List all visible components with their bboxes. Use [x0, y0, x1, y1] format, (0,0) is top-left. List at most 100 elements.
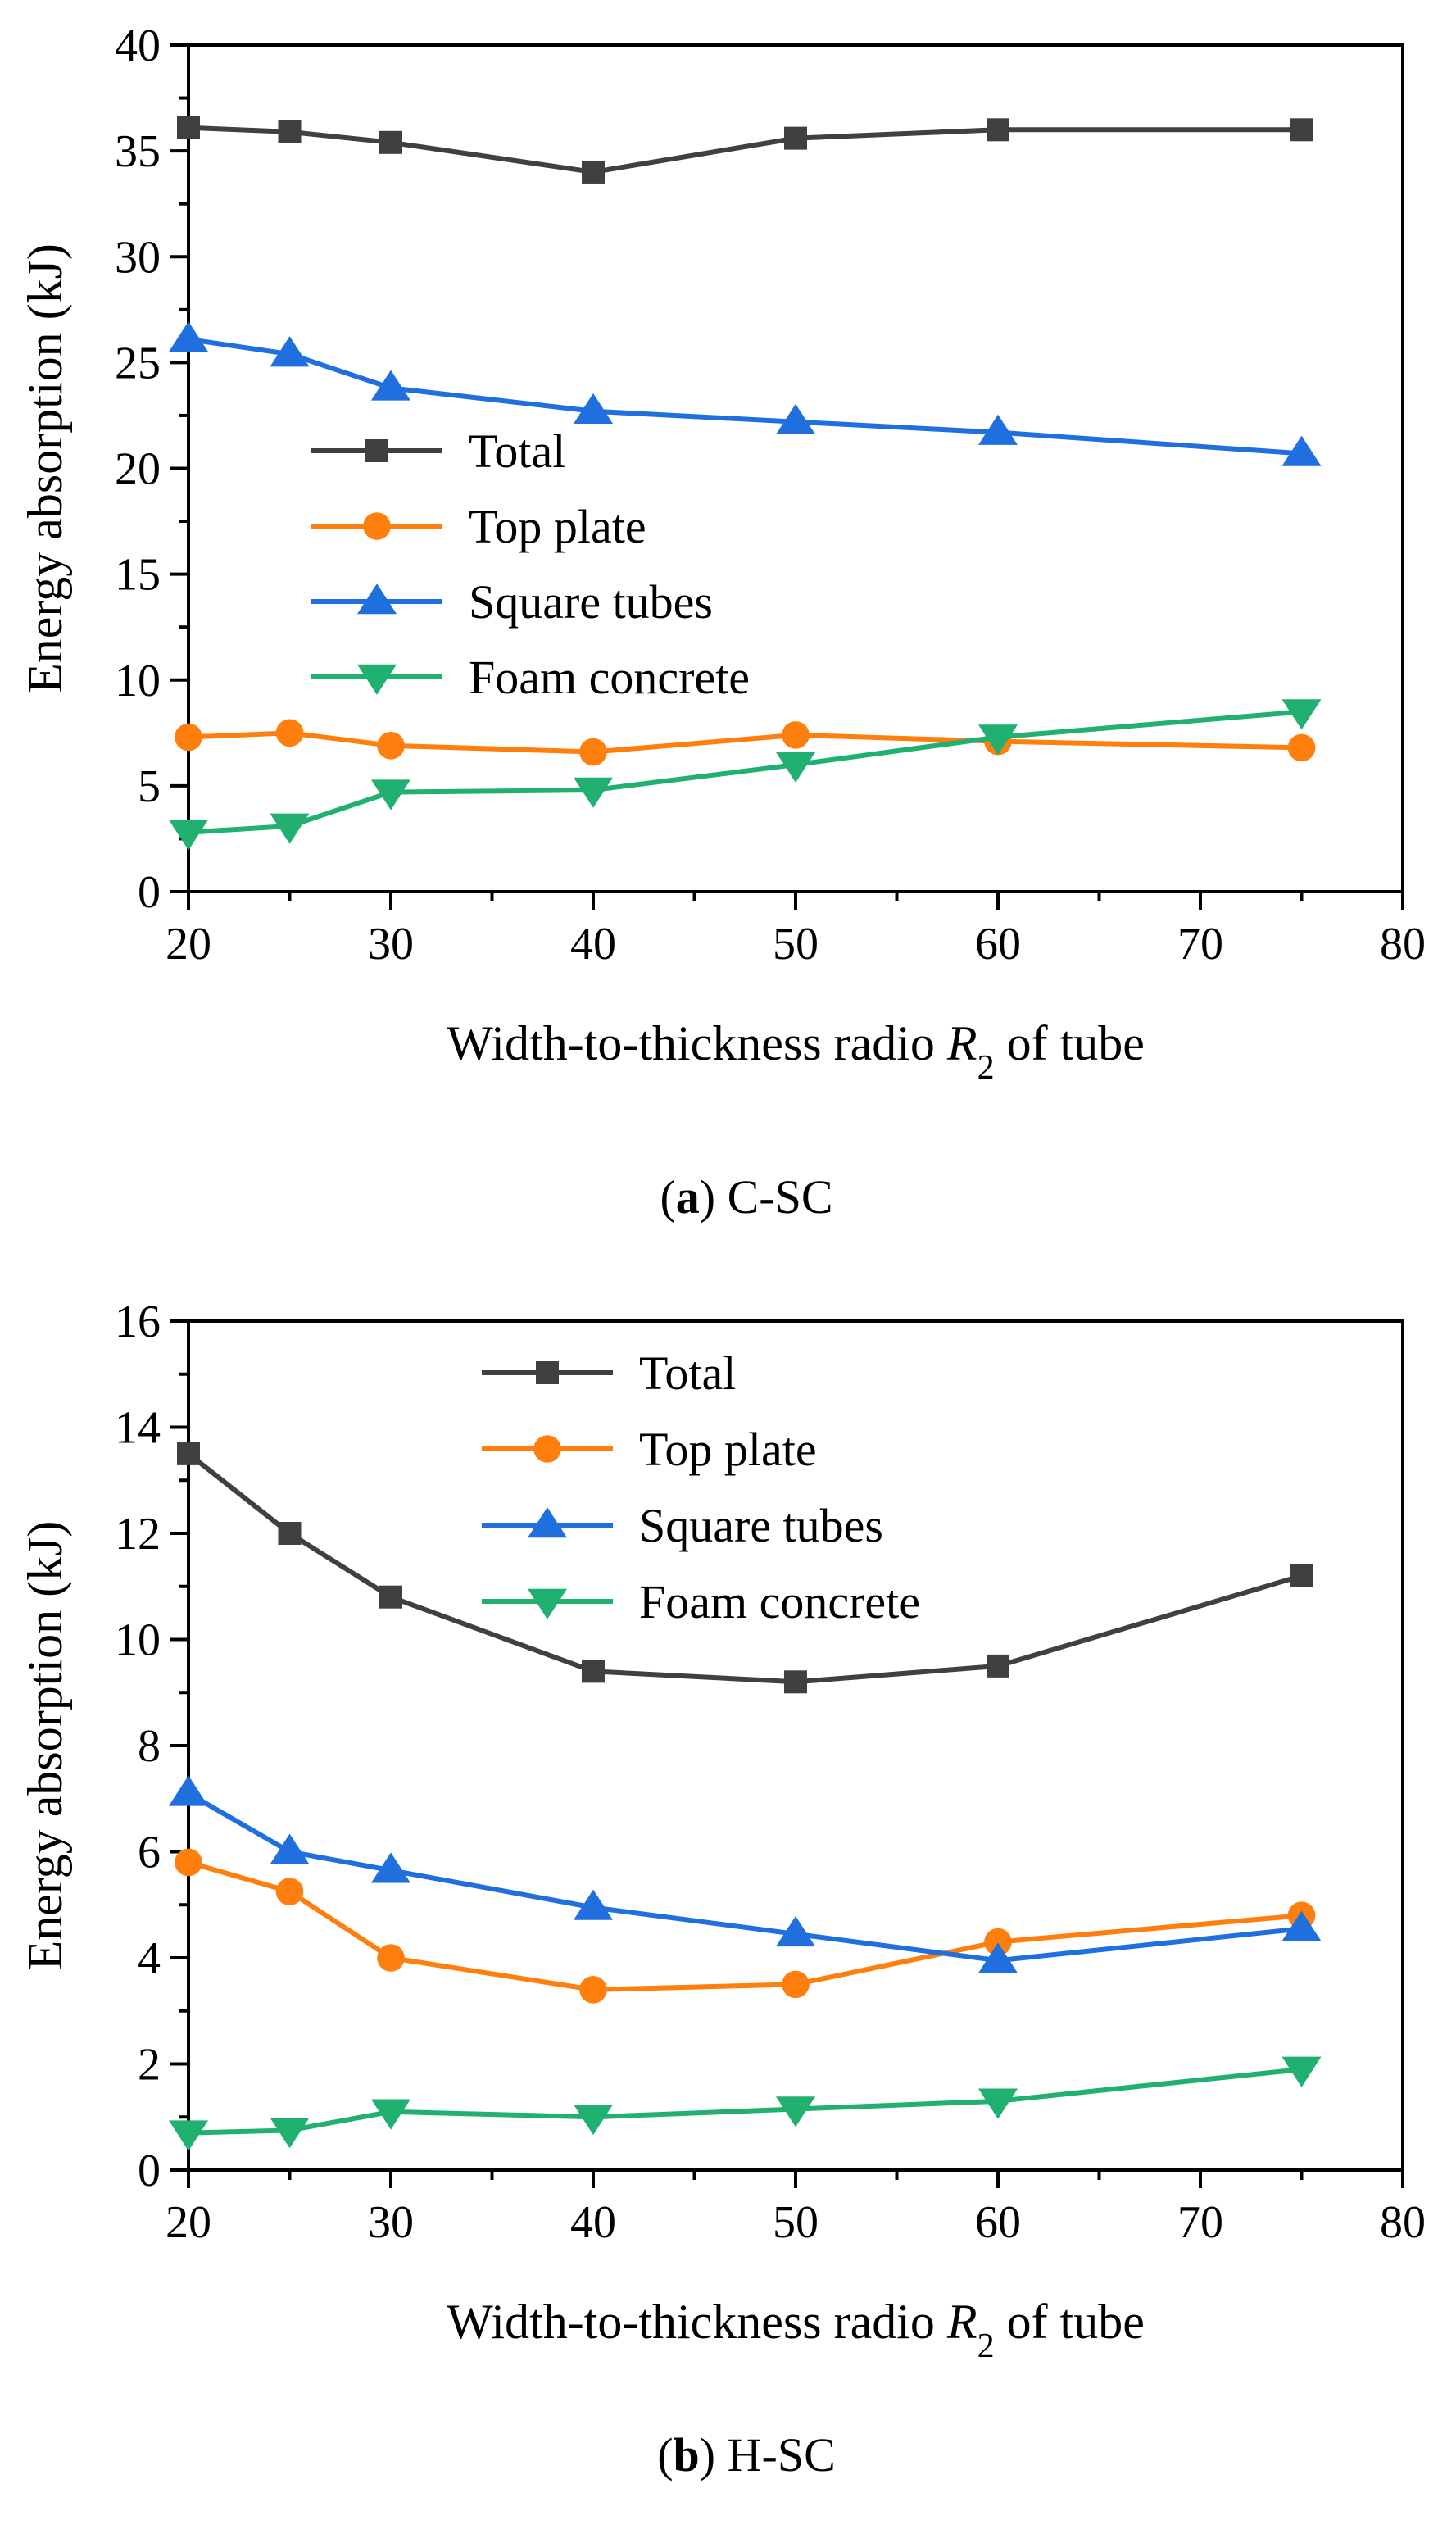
caption-text: H-SC	[715, 2428, 836, 2482]
x-tick-label: 50	[773, 2197, 819, 2248]
data-point	[270, 1833, 310, 1864]
legend-marker	[356, 584, 397, 615]
series-square-tubes	[168, 321, 1322, 466]
x-tick-label: 30	[368, 919, 414, 970]
series-line	[188, 336, 1302, 456]
legend-marker	[527, 1507, 568, 1538]
panel-caption: (b) H-SC	[657, 2428, 836, 2482]
data-point	[175, 1848, 202, 1877]
x-tick-label: 80	[1380, 2197, 1426, 2248]
data-point	[175, 723, 202, 752]
data-point	[784, 126, 807, 150]
legend-marker	[536, 1361, 559, 1384]
x-tick-label: 50	[773, 919, 819, 970]
data-point	[379, 130, 402, 154]
series-square-tubes	[168, 1775, 1322, 1973]
y-tick-label: 5	[138, 761, 161, 812]
y-tick-label: 12	[115, 1509, 161, 1560]
data-point	[278, 120, 302, 143]
data-point	[573, 393, 614, 425]
data-point	[168, 2120, 209, 2151]
series-line	[188, 730, 1302, 755]
data-point	[270, 336, 310, 367]
legend-label: Foam concrete	[469, 651, 750, 704]
legend-marker	[533, 1435, 561, 1463]
series-foam-concrete	[168, 699, 1322, 851]
caption-letter: a	[676, 1170, 700, 1224]
data-point	[984, 1928, 1012, 1956]
data-point	[775, 1916, 816, 1947]
data-point	[782, 721, 810, 749]
y-tick-label: 6	[138, 1828, 161, 1878]
series-total	[177, 1442, 1313, 1694]
panel-caption: (a) C-SC	[660, 1170, 832, 1224]
data-point	[573, 2104, 614, 2136]
x-axis-title-tail: of tube	[995, 2295, 1145, 2349]
x-axis-title: Width-to-thickness radio R2 of tube	[447, 1016, 1145, 1087]
x-axis-title-subscript: 2	[977, 1049, 995, 1087]
data-point	[270, 813, 310, 844]
data-point	[1287, 733, 1316, 762]
y-tick-label: 10	[115, 1615, 161, 1666]
y-tick-label: 4	[138, 1933, 161, 1984]
data-point	[977, 2088, 1018, 2119]
data-point	[270, 2118, 310, 2149]
x-axis-title-main: Width-to-thickness radio	[447, 1016, 947, 1070]
data-point	[775, 403, 816, 434]
data-point	[1281, 699, 1322, 730]
data-point	[582, 1660, 605, 1683]
x-axis-title-variable: R	[946, 2295, 977, 2349]
x-tick-label: 70	[1177, 919, 1223, 970]
data-point	[573, 1889, 614, 1920]
y-tick-label: 25	[115, 338, 161, 388]
y-tick-label: 20	[115, 444, 161, 495]
x-axis-title-subscript: 2	[977, 2327, 995, 2365]
y-tick-label: 40	[115, 20, 161, 71]
y-tick-label: 35	[115, 126, 161, 177]
series-total	[177, 116, 1313, 184]
data-point	[278, 1522, 302, 1545]
y-tick-label: 8	[138, 1721, 161, 1772]
data-point	[275, 1878, 304, 1905]
series-line	[188, 125, 1302, 175]
y-tick-label: 10	[115, 656, 161, 706]
series-line	[188, 709, 1302, 835]
data-point	[168, 1775, 209, 1806]
legend-label: Total	[469, 425, 565, 478]
data-point	[1281, 1910, 1322, 1941]
series-line	[187, 1451, 1303, 1685]
legend-marker	[365, 439, 388, 462]
y-axis-title: Energy absorption (kJ)	[18, 1521, 72, 1971]
data-point	[977, 414, 1018, 445]
data-point	[987, 118, 1009, 142]
x-tick-label: 40	[570, 2197, 616, 2248]
legend: Total Top plate Square tubes Foam concrete	[311, 425, 750, 704]
x-axis-title-tail: of tube	[995, 1016, 1145, 1070]
y-tick-label: 2	[138, 2040, 161, 2091]
y-tick-label: 0	[138, 2146, 161, 2196]
data-point	[579, 738, 607, 766]
data-point	[377, 732, 405, 760]
legend-label: Square tubes	[469, 575, 713, 629]
x-tick-label: 60	[975, 919, 1021, 970]
data-point	[168, 820, 209, 851]
series-foam-concrete	[168, 2056, 1322, 2151]
y-tick-label: 14	[115, 1403, 161, 1454]
x-tick-label: 30	[368, 2197, 414, 2248]
y-tick-label: 0	[138, 867, 161, 918]
data-point	[782, 1970, 810, 1999]
data-point	[370, 779, 411, 811]
x-axis-title-variable: R	[946, 1016, 977, 1070]
legend-marker	[356, 664, 397, 695]
legend-label: Square tubes	[639, 1499, 883, 1552]
data-point	[1281, 435, 1322, 466]
data-point	[582, 160, 605, 184]
data-point	[977, 724, 1018, 756]
data-point	[379, 1585, 402, 1609]
data-point	[177, 116, 200, 139]
chart-panel-b: 20 30 40 50 60 70 80 0 2 4 6 8 10 12 14 16 Energy absorp…	[18, 1296, 1426, 2482]
data-point	[775, 2096, 816, 2127]
data-point	[1290, 118, 1313, 142]
caption-letter: b	[674, 2428, 700, 2482]
